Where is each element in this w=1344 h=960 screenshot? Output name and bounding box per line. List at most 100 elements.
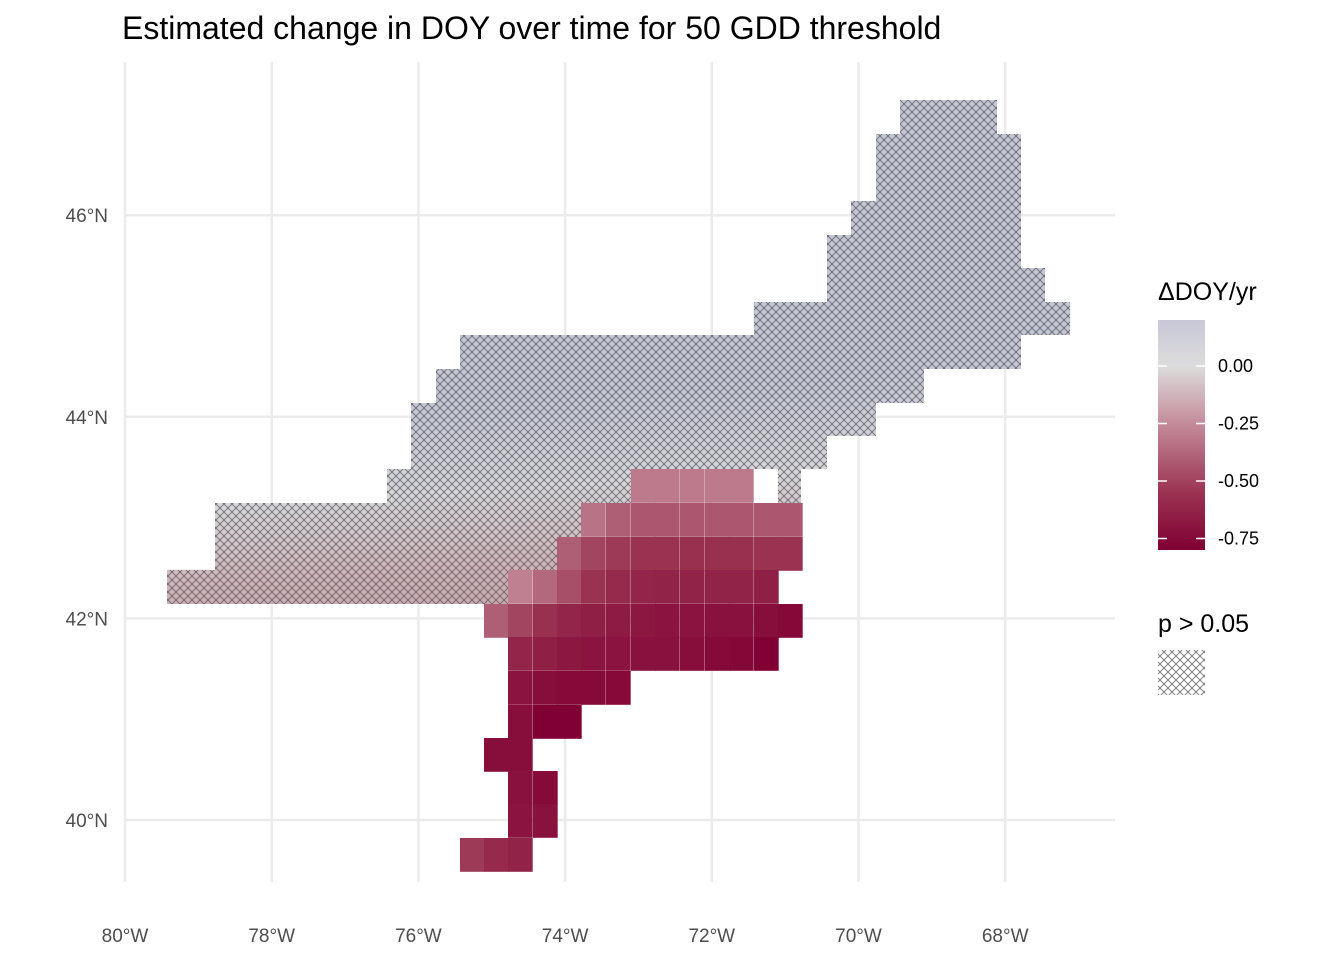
grid-cell bbox=[655, 503, 680, 537]
grid-cell bbox=[754, 503, 779, 537]
grid-cell bbox=[754, 537, 779, 571]
grid-cell bbox=[705, 637, 730, 671]
grid-cell bbox=[705, 503, 730, 537]
grid-cell bbox=[655, 537, 680, 571]
grid-cell bbox=[557, 537, 582, 571]
grid-cell bbox=[631, 537, 656, 571]
grid-cell bbox=[754, 637, 779, 671]
y-tick-label: 46°N bbox=[66, 206, 108, 227]
grid-cell bbox=[705, 570, 730, 604]
grid-cell bbox=[631, 503, 656, 537]
grid-cell bbox=[655, 570, 680, 604]
grid-cell bbox=[606, 604, 631, 638]
grid-cell bbox=[680, 637, 705, 671]
grid-cell bbox=[484, 738, 509, 772]
grid-cell bbox=[606, 537, 631, 571]
grid-cell bbox=[557, 570, 582, 604]
grid-cell bbox=[557, 604, 582, 638]
grid-cell bbox=[606, 503, 631, 537]
significant-cells bbox=[460, 469, 803, 872]
grid-cell bbox=[484, 604, 509, 638]
x-axis-labels: 80°W 78°W 76°W 74°W 72°W 70°W 68°W bbox=[102, 926, 1029, 947]
color-bar-label: 0.00 bbox=[1218, 356, 1253, 376]
grid-cell bbox=[606, 570, 631, 604]
grid-cell bbox=[508, 838, 533, 872]
grid-cell bbox=[606, 637, 631, 671]
grid-cell bbox=[729, 570, 754, 604]
y-axis-labels: 40°N 42°N 44°N 46°N bbox=[66, 206, 108, 832]
chart-title: Estimated change in DOY over time for 50… bbox=[122, 10, 942, 46]
grid-cell bbox=[754, 570, 779, 604]
hatch-legend: p > 0.05 bbox=[1158, 610, 1249, 695]
color-legend: ΔDOY/yr 0.00 -0.25 -0.50 -0.75 bbox=[1158, 278, 1259, 550]
grid-cell bbox=[508, 671, 533, 705]
x-tick-label: 80°W bbox=[102, 926, 149, 947]
grid-cell bbox=[631, 469, 656, 503]
grid-cell bbox=[729, 503, 754, 537]
grid-cell bbox=[557, 705, 582, 739]
grid-cell bbox=[508, 738, 533, 772]
x-tick-label: 74°W bbox=[542, 926, 589, 947]
grid-cell bbox=[508, 771, 533, 805]
grid-cell bbox=[508, 705, 533, 739]
grid-cell bbox=[631, 637, 656, 671]
grid-cell bbox=[460, 838, 485, 872]
color-bar bbox=[1158, 320, 1205, 550]
color-bar-label: -0.25 bbox=[1218, 414, 1259, 434]
hatch-overlay bbox=[167, 100, 1070, 604]
grid-cell bbox=[680, 503, 705, 537]
grid-cell bbox=[508, 570, 533, 604]
grid-cell bbox=[680, 537, 705, 571]
color-bar-label: -0.50 bbox=[1218, 471, 1259, 491]
grid-cell bbox=[754, 604, 779, 638]
grid-cell bbox=[778, 537, 803, 571]
grid-cell bbox=[655, 637, 680, 671]
grid-cell bbox=[729, 604, 754, 638]
grid-cell bbox=[533, 771, 558, 805]
grid-cell bbox=[778, 503, 803, 537]
grid-cell bbox=[631, 570, 656, 604]
grid-cell bbox=[680, 604, 705, 638]
grid-cell bbox=[729, 469, 754, 503]
grid-cell bbox=[484, 838, 509, 872]
grid-cell bbox=[508, 604, 533, 638]
grid-cell bbox=[680, 570, 705, 604]
grid-cell bbox=[557, 637, 582, 671]
grid-cell bbox=[581, 671, 606, 705]
grid-cell bbox=[533, 570, 558, 604]
grid-cell bbox=[533, 804, 558, 838]
y-tick-label: 44°N bbox=[66, 408, 108, 429]
grid-cell bbox=[655, 469, 680, 503]
color-bar-ticks: 0.00 -0.25 -0.50 -0.75 bbox=[1158, 356, 1259, 549]
grid-cell bbox=[631, 604, 656, 638]
grid-cell bbox=[705, 604, 730, 638]
grid-cell bbox=[533, 604, 558, 638]
grid-cell bbox=[705, 537, 730, 571]
hatch-legend-key bbox=[1158, 650, 1205, 695]
x-tick-label: 72°W bbox=[688, 926, 735, 947]
grid-cell bbox=[778, 604, 803, 638]
grid-cell bbox=[729, 637, 754, 671]
grid-cell bbox=[680, 469, 705, 503]
x-tick-label: 68°W bbox=[982, 926, 1029, 947]
grid-cell bbox=[729, 537, 754, 571]
x-tick-label: 70°W bbox=[835, 926, 882, 947]
grid-cell bbox=[581, 537, 606, 571]
grid-cell bbox=[581, 604, 606, 638]
grid-cell bbox=[533, 671, 558, 705]
grid-cell bbox=[606, 671, 631, 705]
grid-cell bbox=[533, 637, 558, 671]
x-tick-label: 78°W bbox=[248, 926, 295, 947]
grid-cell bbox=[533, 705, 558, 739]
y-tick-label: 42°N bbox=[66, 609, 108, 630]
grid-cell bbox=[508, 804, 533, 838]
grid-cell bbox=[557, 671, 582, 705]
hatch-legend-title: p > 0.05 bbox=[1158, 610, 1249, 638]
x-tick-label: 76°W bbox=[395, 926, 442, 947]
grid-cell bbox=[705, 469, 730, 503]
grid-cell bbox=[655, 604, 680, 638]
color-bar-label: -0.75 bbox=[1218, 529, 1259, 549]
nonsignificant-region bbox=[167, 100, 1070, 604]
color-legend-title: ΔDOY/yr bbox=[1158, 278, 1257, 306]
